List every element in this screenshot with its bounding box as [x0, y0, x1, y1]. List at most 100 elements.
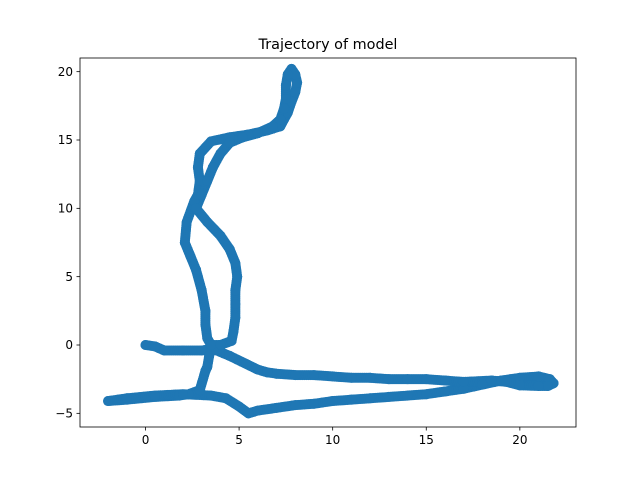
data-point	[237, 132, 248, 143]
data-point	[271, 368, 282, 379]
data-point	[365, 372, 376, 383]
data-point	[192, 162, 203, 173]
data-point	[149, 390, 160, 401]
data-point	[271, 402, 282, 413]
data-point	[533, 371, 544, 382]
data-point	[232, 271, 243, 282]
data-point	[241, 359, 252, 370]
data-point	[279, 103, 290, 114]
data-point	[196, 189, 207, 200]
data-point	[196, 285, 207, 296]
data-point	[194, 385, 205, 396]
data-point	[177, 345, 188, 356]
data-point	[206, 340, 217, 350]
x-tick-label: 10	[325, 433, 340, 447]
data-point	[346, 394, 357, 405]
data-point	[402, 390, 413, 401]
data-point	[204, 350, 215, 361]
y-tick-label: 15	[58, 133, 73, 147]
data-point	[202, 176, 213, 186]
data-point	[262, 367, 273, 378]
data-point	[207, 162, 218, 173]
data-point	[458, 376, 469, 387]
data-point	[243, 408, 254, 419]
data-point	[177, 389, 188, 400]
data-point	[542, 381, 553, 391]
data-point	[194, 148, 205, 159]
data-point	[185, 251, 196, 262]
chart-title: Trajectory of model	[258, 37, 398, 53]
data-point	[196, 345, 207, 356]
data-point	[224, 350, 235, 361]
data-point	[421, 374, 432, 385]
data-point	[230, 312, 241, 323]
data-point	[346, 372, 357, 383]
data-point	[228, 326, 239, 337]
data-point	[181, 217, 192, 227]
trajectory-series	[103, 63, 559, 419]
data-point	[200, 365, 211, 376]
data-point	[514, 372, 525, 383]
x-tick-label: 15	[419, 433, 434, 447]
data-point	[230, 258, 241, 268]
data-point	[383, 391, 394, 402]
data-point	[308, 370, 319, 381]
data-point	[206, 390, 217, 401]
y-tick-label: 10	[58, 202, 73, 216]
x-tick-label: 20	[512, 433, 527, 447]
y-tick-label: 0	[65, 338, 73, 352]
data-point	[365, 393, 376, 404]
data-point	[439, 386, 450, 397]
data-point	[234, 401, 245, 412]
data-point	[280, 94, 291, 104]
data-point	[191, 203, 202, 214]
data-point	[194, 176, 205, 186]
y-axis: −5 0 5 10 15 20	[55, 65, 80, 421]
data-point	[533, 381, 544, 391]
data-point	[230, 299, 241, 309]
data-point	[230, 285, 241, 296]
data-point	[121, 393, 132, 404]
data-point	[421, 389, 432, 400]
data-point	[280, 80, 291, 91]
data-point	[290, 400, 301, 411]
data-point	[290, 370, 301, 381]
data-point	[308, 398, 319, 409]
data-point	[200, 319, 211, 330]
data-point	[275, 114, 286, 125]
data-point	[103, 396, 114, 407]
x-tick-label: 5	[235, 433, 243, 447]
data-point	[282, 69, 293, 80]
data-point	[224, 244, 235, 255]
data-point	[292, 77, 303, 88]
data-point	[327, 396, 338, 407]
data-point	[267, 121, 278, 132]
data-point	[327, 371, 338, 382]
data-point	[402, 374, 413, 385]
data-point	[140, 340, 151, 350]
data-point	[220, 393, 231, 404]
data-point	[200, 305, 211, 316]
data-point	[202, 217, 213, 227]
data-point	[159, 345, 170, 356]
data-point	[191, 264, 202, 275]
data-point	[179, 237, 190, 248]
data-point	[224, 137, 235, 148]
data-point	[501, 376, 512, 387]
data-point	[290, 87, 301, 98]
data-point	[206, 136, 217, 147]
data-point	[514, 380, 525, 391]
data-point	[439, 375, 450, 386]
data-point	[477, 379, 488, 390]
y-tick-label: −5	[55, 407, 73, 421]
data-point	[252, 364, 263, 375]
data-point	[149, 341, 160, 352]
x-axis: 0 5 10 15 20	[142, 427, 527, 447]
data-point	[215, 148, 226, 159]
x-tick-label: 0	[142, 433, 150, 447]
data-point	[383, 374, 394, 385]
data-point	[226, 335, 237, 346]
axes-frame	[79, 57, 577, 428]
